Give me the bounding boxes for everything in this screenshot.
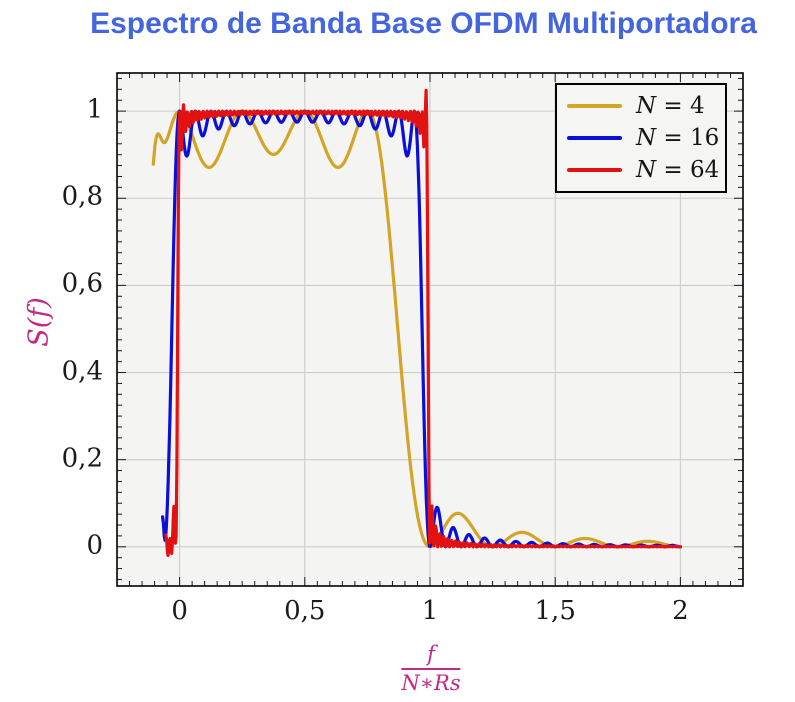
y-tick-label: 0,4: [61, 356, 103, 387]
legend-row: N = 64: [567, 157, 725, 183]
x-tick-label: 0,5: [284, 596, 326, 626]
legend-line-swatch: [567, 168, 622, 172]
chart-title: Espectro de Banda Base OFDM Multiportado…: [90, 7, 757, 40]
y-tick-label: 1: [86, 94, 103, 125]
y-tick-label: 0,2: [61, 443, 103, 474]
plot-frame: [116, 72, 744, 587]
x-tick-label: 2: [672, 596, 689, 626]
x-tick-label: 0: [171, 596, 188, 626]
y-tick-label: 0,8: [61, 181, 103, 212]
x-axis-label-denominator: N∗Rs: [401, 671, 461, 696]
y-axis-label: S(f): [23, 297, 55, 347]
x-tick-label: 1: [421, 596, 439, 626]
series-line-N-64: [164, 88, 682, 557]
y-tick-label: 0: [86, 530, 103, 561]
x-axis-label-numerator: f: [427, 642, 435, 666]
series-line-N-16: [161, 109, 682, 549]
fraction-bar: [401, 668, 461, 671]
y-tick-label: 0,6: [61, 268, 103, 299]
legend-label: N = 16: [636, 125, 720, 151]
x-axis-label-fraction: f N∗Rs: [401, 642, 461, 696]
legend-row: N = 16: [567, 125, 725, 151]
legend-line-swatch: [567, 136, 622, 140]
legend-line-swatch: [567, 104, 622, 108]
x-tick-label: 1,5: [534, 596, 576, 626]
legend: N = 4 N = 16 N = 64: [555, 83, 727, 193]
legend-label: N = 64: [636, 157, 720, 183]
legend-row: N = 4: [567, 93, 725, 119]
legend-label: N = 4: [636, 93, 705, 119]
